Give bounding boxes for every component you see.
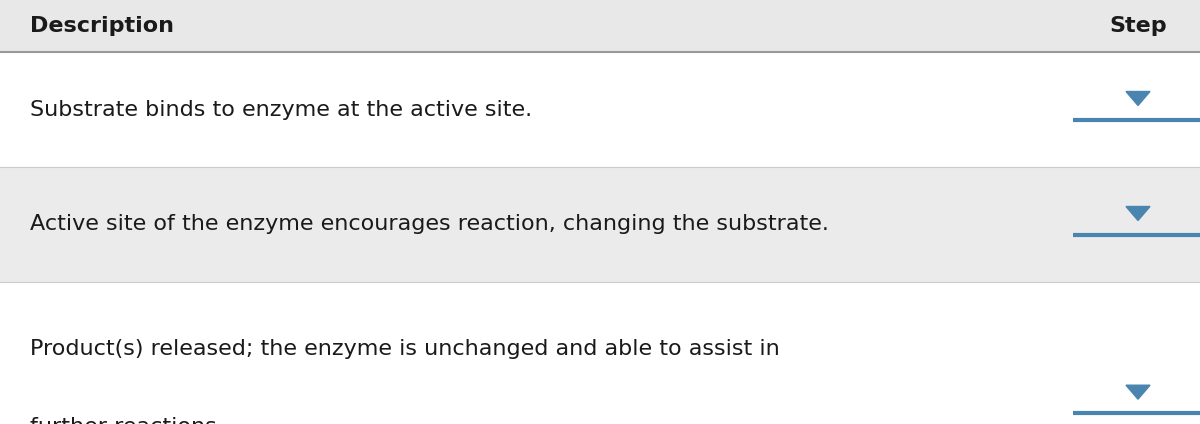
Bar	[0, 52, 1200, 167]
Polygon shape	[1126, 385, 1150, 399]
Text: Substrate binds to enzyme at the active site.: Substrate binds to enzyme at the active …	[30, 100, 532, 120]
Text: further reactions.: further reactions.	[30, 418, 223, 424]
Polygon shape	[1126, 206, 1150, 220]
Text: Active site of the enzyme encourages reaction, changing the substrate.: Active site of the enzyme encourages rea…	[30, 215, 829, 234]
Text: Step: Step	[1109, 16, 1166, 36]
Text: Product(s) released; the enzyme is unchanged and able to assist in: Product(s) released; the enzyme is uncha…	[30, 339, 780, 359]
Polygon shape	[1126, 92, 1150, 106]
Text: Description: Description	[30, 16, 174, 36]
Bar	[0, 282, 1200, 424]
Bar	[0, 167, 1200, 282]
Bar	[0, 0, 1200, 52]
